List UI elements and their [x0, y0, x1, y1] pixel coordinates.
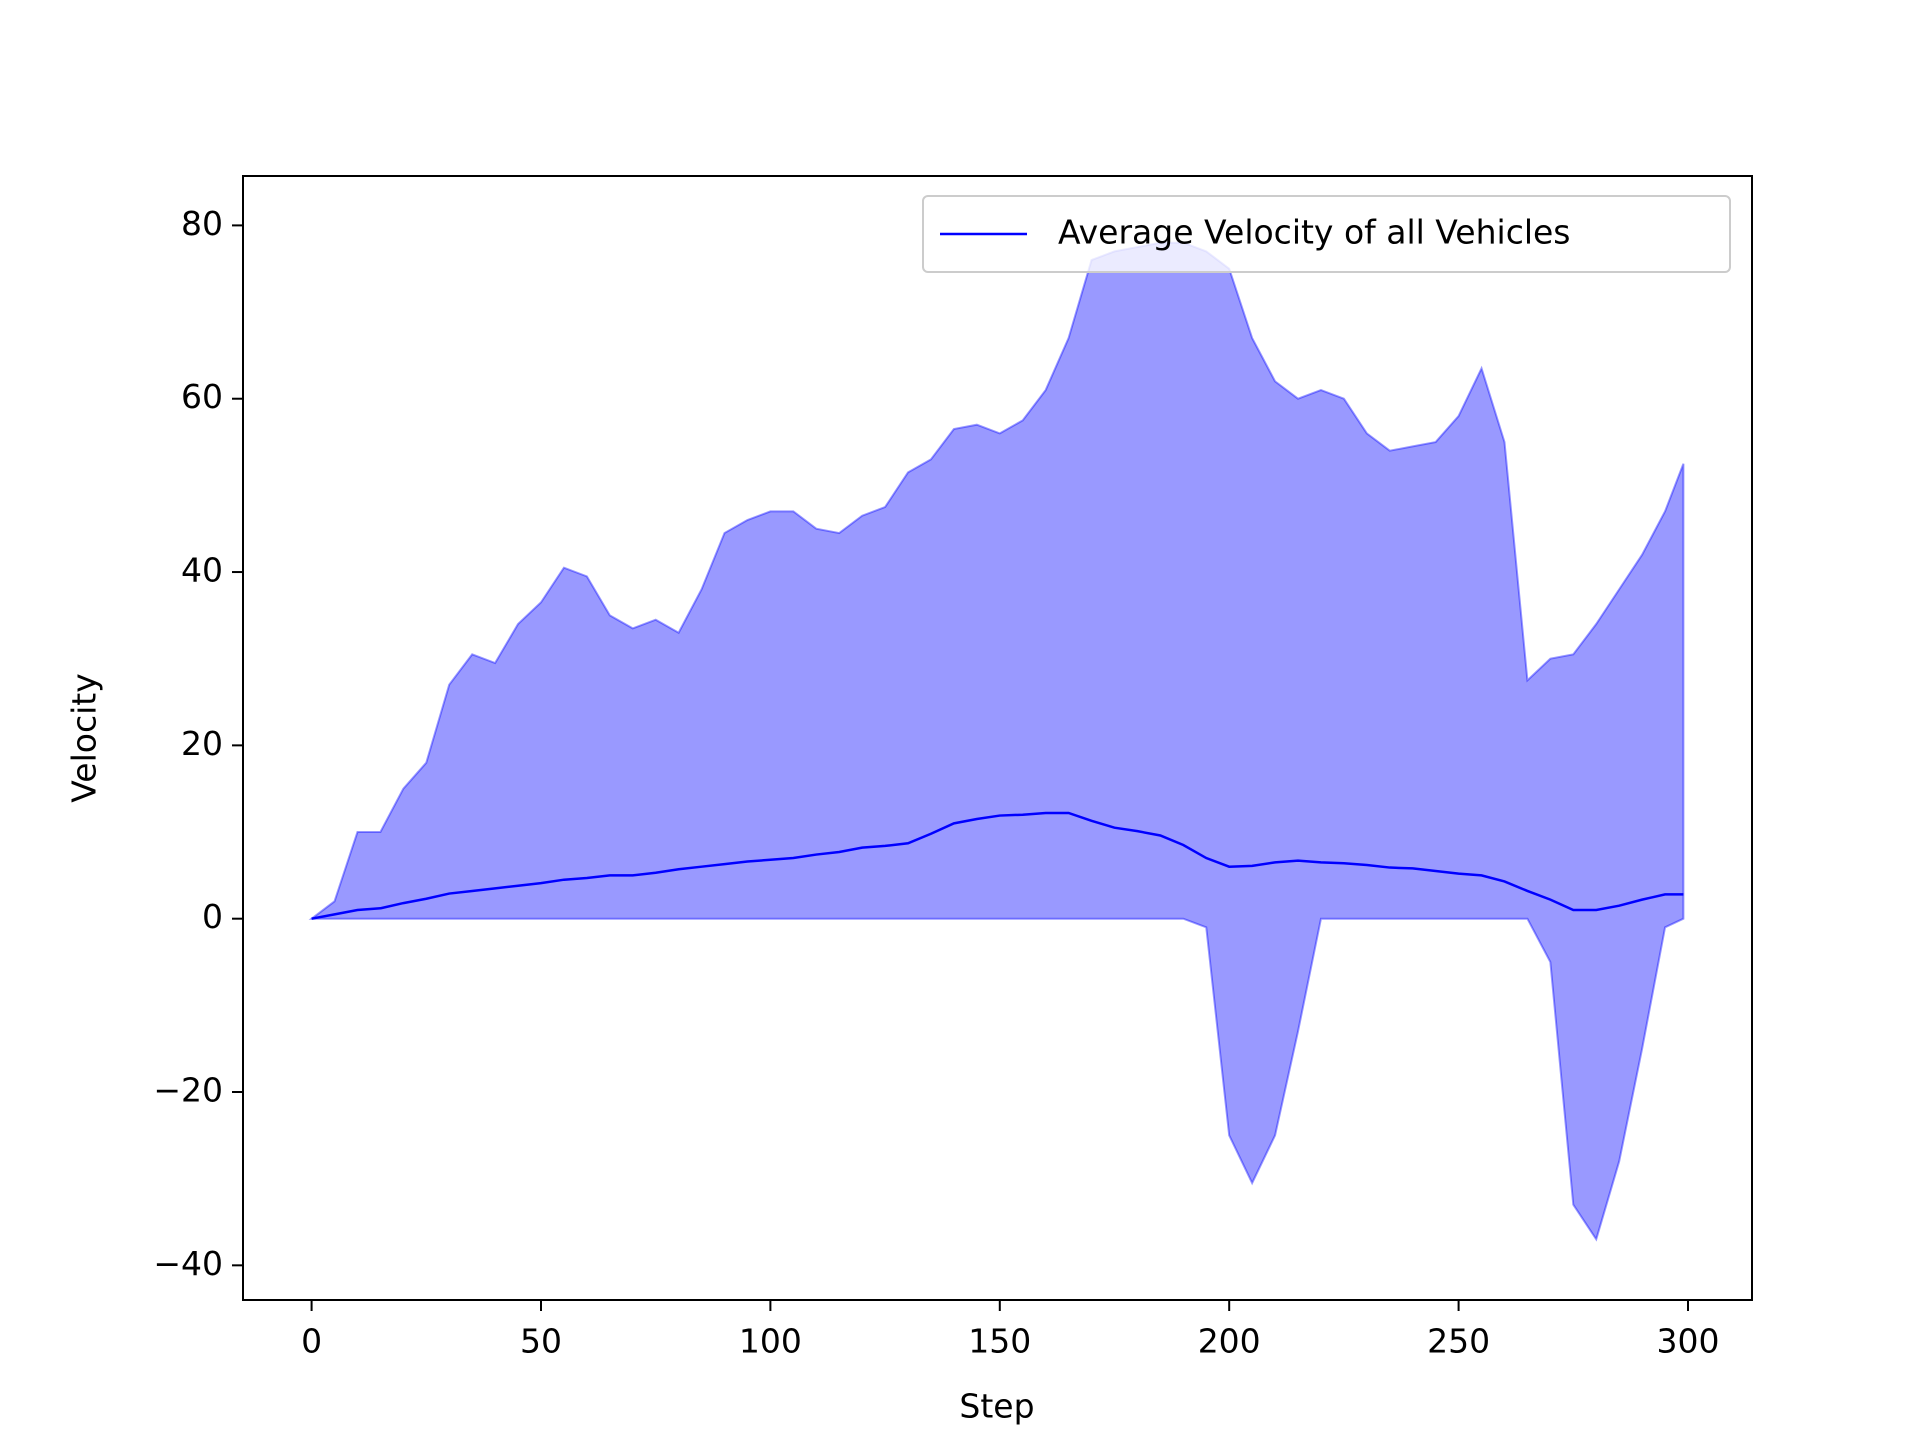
x-tick-label: 50	[520, 1322, 562, 1361]
range-band	[308, 241, 1685, 1242]
x-axis-label: Step	[959, 1387, 1034, 1426]
mean-line	[311, 811, 1684, 920]
y-tick-label: −20	[153, 1071, 223, 1110]
y-axis-label: Velocity	[65, 673, 104, 802]
y-tick-label: −40	[153, 1244, 223, 1283]
y-tick-label: 20	[181, 724, 223, 763]
x-tick-label: 200	[1198, 1322, 1261, 1361]
y-tick-label: 40	[181, 551, 223, 590]
y-tick-label: 0	[202, 897, 223, 936]
legend-box	[922, 195, 1731, 273]
y-tick-label: 60	[181, 377, 223, 416]
x-tick-label: 100	[739, 1322, 802, 1361]
legend-label: Average Velocity of all Vehicles	[1058, 213, 1571, 252]
x-tick-label: 150	[968, 1322, 1031, 1361]
plot-frame	[242, 175, 1753, 1301]
y-tick-label: 80	[181, 204, 223, 243]
x-tick-label: 300	[1656, 1322, 1719, 1361]
x-tick-label: 250	[1427, 1322, 1490, 1361]
x-tick-label: 0	[301, 1322, 322, 1361]
